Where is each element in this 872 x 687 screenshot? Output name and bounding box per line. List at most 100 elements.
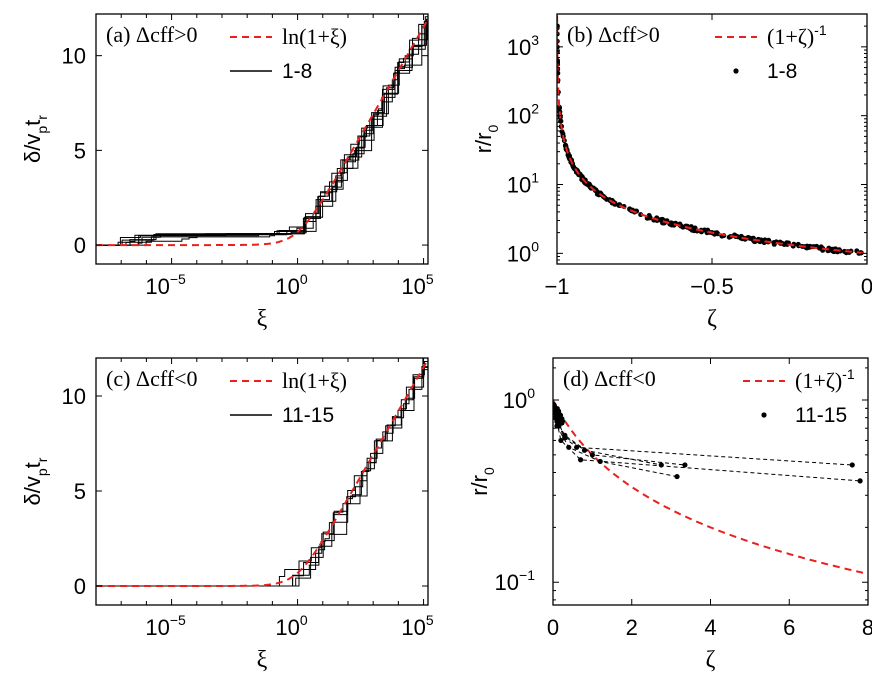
x-tick-label: −1 (544, 274, 569, 299)
panel-2-axes: 10−5 100 105 0 5 10 ξ δ/vptr (c) Δcff<0 ln(1+ξ) 11… (20, 357, 434, 673)
y-tick-label: 0 (74, 574, 86, 599)
plot-frame (95, 13, 429, 265)
legend-model-label: ln(1+ξ) (282, 24, 347, 49)
x-tick-label: 105 (401, 612, 433, 640)
data-point (674, 473, 680, 480)
data-curve-run-4 (96, 360, 428, 587)
y-tick-label: 5 (74, 138, 86, 163)
model-curve (96, 360, 428, 587)
data-point (658, 462, 664, 468)
data-point (647, 215, 653, 221)
panel-1: −1 −0.5 0 100 101 102 103 ζ r/r0 (b) Δcff>0 (1+ζ)-… (471, 13, 872, 332)
legend-model-label: ln(1+ξ) (282, 368, 347, 393)
data-point (682, 462, 688, 468)
data-point (771, 240, 777, 246)
data-trace-4 (553, 404, 685, 466)
y-tick-label: 103 (507, 32, 539, 60)
data-point (849, 462, 855, 468)
data-point (553, 402, 556, 407)
x-axis-label: ξ (257, 306, 268, 332)
data-point (558, 118, 564, 124)
y-axis-label: δ/vptr (20, 115, 50, 163)
panel-2: 10−5 100 105 0 5 10 ξ δ/vptr (c) Δcff<0 ln(1+ξ) 11… (20, 357, 434, 673)
data-point (574, 444, 580, 450)
y-tick-label: 5 (74, 479, 86, 504)
data-point (857, 478, 863, 484)
x-tick-label: 2 (626, 615, 638, 640)
data-point (747, 235, 753, 241)
x-tick-label: 4 (704, 615, 716, 640)
legend-data-label: 11-15 (282, 404, 334, 427)
panel-label: (c) Δcff<0 (106, 366, 198, 391)
data-point (589, 452, 595, 458)
x-tick-label: −0.5 (690, 274, 733, 299)
x-tick-label: 105 (401, 271, 433, 299)
data-trace-3 (553, 405, 678, 478)
plot-frame (95, 357, 429, 606)
legend-data-marker (733, 68, 739, 74)
legend-data-label: 1-8 (767, 60, 797, 83)
y-tick-label: 100 (503, 385, 535, 413)
x-tick-label: 100 (275, 612, 307, 640)
data-curve-run-4 (96, 17, 428, 246)
panel-0-axes: 10−5 100 105 0 5 10 ξ δ/vptr (a) Δcff>0 ln(1+ξ) 1-… (20, 13, 434, 332)
panel-label: (a) Δcff>0 (106, 22, 198, 47)
x-tick-label: 0 (547, 615, 559, 640)
data-curve-run-5 (96, 14, 428, 246)
data-point (562, 432, 568, 438)
model-curve (553, 399, 868, 575)
x-tick-label: 0 (861, 274, 872, 299)
x-tick-label: 10−5 (145, 271, 186, 299)
data-point (669, 221, 675, 227)
x-axis-label: ξ (257, 647, 268, 673)
y-axis-label: δ/vptr (20, 457, 50, 505)
panel-0: 10−5 100 105 0 5 10 ξ δ/vptr (a) Δcff>0 ln(1+ξ) 1-… (20, 13, 434, 332)
x-tick-label: 100 (275, 271, 307, 299)
model-curve (557, 15, 867, 255)
panel-label: (d) Δcff<0 (563, 366, 656, 391)
data-point (559, 420, 565, 426)
panel-3-axes: 0 2 4 6 8 10−1 100 ζ r/r0 (d) Δcff<0 (1+ζ)-1 11-15 (467, 357, 872, 673)
data-curve-run-7 (96, 20, 428, 246)
y-tick-label: 10 (62, 44, 86, 69)
y-axis-label: r/r0 (471, 125, 501, 154)
panel-3: 0 2 4 6 8 10−1 100 ζ r/r0 (d) Δcff<0 (1+ζ)-1 11-15 (467, 357, 872, 673)
plot-frame (556, 13, 868, 265)
y-tick-label: 102 (507, 101, 539, 129)
legend-model-label: (1+ζ)-1 (795, 366, 855, 393)
legend-data-marker (761, 412, 767, 418)
y-tick-label: 100 (507, 238, 539, 266)
data-point (828, 247, 834, 253)
plot-frame (552, 357, 869, 606)
data-curve-run-8 (96, 14, 428, 246)
x-axis-label: ζ (707, 306, 717, 332)
y-tick-label: 101 (507, 170, 539, 198)
data-point (559, 129, 565, 135)
data-curve-run-6 (96, 14, 428, 246)
x-tick-label: 8 (862, 615, 872, 640)
data-point (577, 457, 584, 463)
legend-data-label: 11-15 (795, 404, 847, 427)
plot-area (96, 14, 428, 247)
data-point (554, 423, 560, 429)
data-point (557, 70, 561, 76)
data-trace-2 (553, 406, 662, 466)
data-point (558, 437, 564, 444)
legend-model-label: (1+ζ)-1 (767, 22, 827, 49)
data-curve-run-3 (96, 16, 428, 246)
y-tick-label: 0 (74, 233, 86, 258)
data-curve-run-5 (96, 358, 424, 587)
y-tick-label: 10−1 (495, 567, 536, 595)
plot-area (96, 358, 428, 587)
data-point (556, 411, 562, 417)
data-point (690, 227, 696, 233)
plot-area (557, 15, 867, 256)
data-curve-run-2 (96, 14, 428, 246)
model-curve (96, 20, 428, 247)
x-axis-label: ζ (706, 647, 716, 673)
data-curve-run-2 (96, 361, 428, 587)
legend-data-label: 1-8 (282, 60, 312, 83)
y-tick-label: 10 (62, 384, 86, 409)
x-tick-label: 10−5 (145, 612, 186, 640)
